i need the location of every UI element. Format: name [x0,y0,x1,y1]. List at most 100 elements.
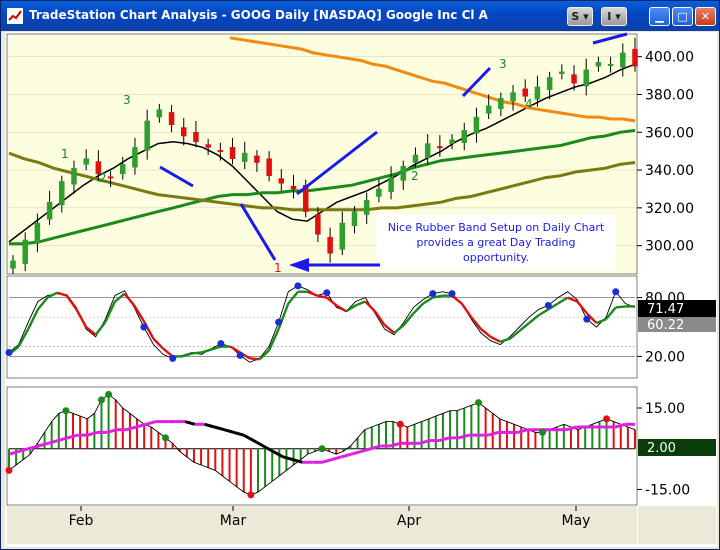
trend-line [239,203,277,261]
oscillator-slow-segment [355,300,366,307]
momentum-signal-segment [145,420,157,426]
oscillator-dot [323,289,331,297]
oscillator-slow-segment [383,324,395,334]
price-axis-label: 380.00 [645,87,694,103]
oscillator-badge-slow-value: 60.22 [647,318,684,333]
oscillator-slow-segment [567,296,578,303]
minimize-icon: ▁ [655,10,664,23]
oscillator-slow-segment [104,301,117,323]
candle-up [132,147,138,168]
candle-up [34,222,41,244]
minimize-button[interactable]: ▁ [649,7,670,26]
price-axis-label: 360.00 [645,125,694,141]
momentum-signal-segment [214,425,225,432]
oscillator-slow-segment [75,308,88,328]
momentum-dot [247,491,255,499]
momentum-axis-label: 15.00 [645,401,685,417]
momentum-signal-segment [18,447,29,453]
tradestation-app-icon [7,8,23,24]
price-axis-label: 400.00 [645,50,694,66]
axis-corner [638,506,716,544]
momentum-signal-segment [8,449,20,456]
price-axis-label: 300.00 [645,239,694,255]
momentum-signal-segment [292,458,303,464]
price-line-1 [9,128,636,246]
price-axis-label: 320.00 [645,201,694,217]
candle-up [559,71,565,74]
close-button[interactable]: ✕ [695,7,716,26]
momentum-signal-segment [37,441,49,448]
oscillator-dot [612,288,620,296]
oscillator-slow-segment [432,294,443,299]
oscillator-slow-segment [345,304,357,313]
candle-up [485,105,492,114]
candle-down [571,74,577,84]
oscillator-slow-segment [470,316,482,330]
candle-up [400,166,407,181]
candle-up [449,139,455,144]
candle-down [217,149,224,152]
oscillator-dot [429,290,437,298]
annotation-box [376,214,616,271]
price-pane: 400.00 380.00 360.00 340.00 320.00 300.00 1 2 3… [6,32,694,275]
momentum-signal-segment [566,425,577,432]
candle-up [83,158,89,165]
oscillator-slow-segment [287,290,299,305]
maximize-button[interactable]: □ [672,7,693,26]
symbol-menu-label: S [571,10,580,23]
candle-up [534,86,541,100]
oscillator-dots [5,282,620,362]
momentum-signal-segment [135,422,147,429]
momentum-signal-segment [370,444,382,451]
annotation-line-2: provides a great Day Trading [417,236,576,249]
candle-down [437,146,443,149]
oscillator-slow-segment [65,294,78,311]
title-bar[interactable]: TradeStation Chart Analysis - GOOG Daily… [1,1,719,31]
oscillator-badge-slow [638,317,716,332]
momentum-signal-line [8,420,635,464]
momentum-signal-segment [458,433,470,440]
wave-label: 2 [411,169,419,183]
oscillator-slow-segment [307,290,318,297]
momentum-signal-segment [243,433,255,442]
momentum-signal-segment [233,430,245,437]
oscillator-slow-segment [393,324,405,334]
momentum-signal-segment [360,447,372,453]
momentum-dots [5,390,611,499]
candle-down [315,214,321,235]
momentum-signal-segment [419,439,430,445]
date-axis-label: May [562,513,591,529]
candle-up [473,116,480,134]
momentum-dot [97,396,105,404]
momentum-dot [475,399,482,407]
candle-up [546,77,553,90]
oscillator-slow-segment [258,349,270,361]
oscillator-slow-segment [489,335,501,343]
date-axis-label: Mar [220,513,247,529]
oscillator-slow-segment [585,312,598,324]
momentum-signal-segment [28,444,39,451]
indicator-menu-button[interactable]: I ▾ [601,7,627,26]
candle-up [363,200,370,215]
momentum-dot [62,407,70,415]
oscillator-slow-segment [267,328,280,352]
wave-labels: 1 2 3 1 2 3 4 [61,57,533,275]
price-line-3 [229,36,636,123]
oscillator-slow-segment [499,337,511,343]
trend-line [461,66,492,98]
candle-down [290,185,297,190]
oscillator-slow-segment [123,292,136,307]
oscillator-slow-segment [480,328,492,338]
symbol-menu-button[interactable]: S ▾ [567,7,593,26]
candle-down [522,88,528,97]
oscillator-slow-segment [316,294,328,299]
oscillator-slow-segment [576,300,588,315]
oscillator-slow-segment [373,310,386,326]
candle-up [607,63,614,66]
candle-down [266,158,272,176]
oscillator-slow-segment [412,302,424,315]
candle-up [376,188,382,197]
candle-up [351,211,358,227]
oscillator-slow-segment [17,328,30,348]
